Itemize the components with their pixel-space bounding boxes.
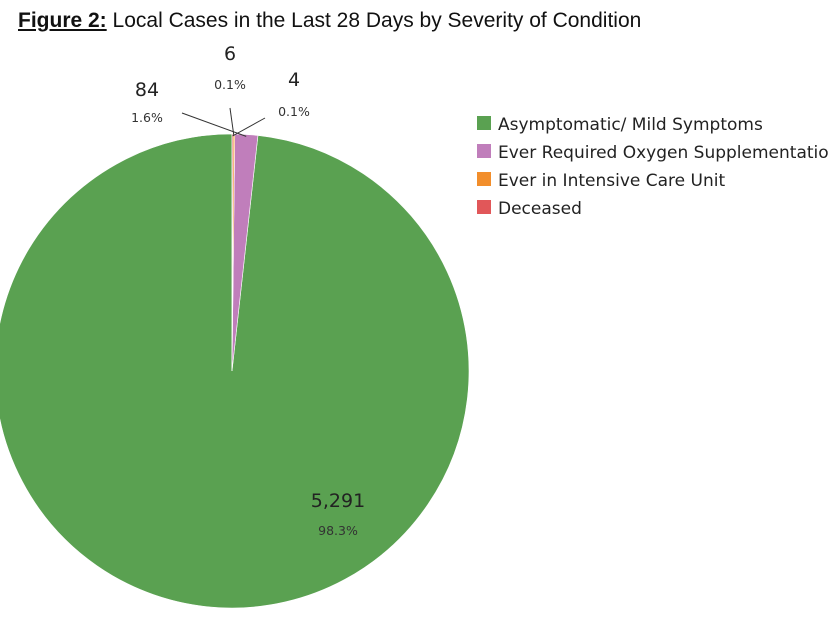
- leader-line-deceased: [232, 117, 266, 137]
- figure-title-text: Local Cases in the Last 28 Days by Sever…: [112, 9, 642, 32]
- pie-slices: [0, 133, 470, 609]
- legend-swatch-asymptomatic: [477, 116, 491, 130]
- data-label-value-asymptomatic: 5,291: [311, 490, 365, 512]
- data-label-percent-icu: 0.1%: [214, 77, 246, 92]
- leader-lines: [181, 107, 266, 137]
- legend-label-deceased: Deceased: [498, 199, 582, 219]
- pie-slice-asymptomatic: [0, 133, 470, 609]
- figure-title: Figure 2: Local Cases in the Last 28 Day…: [18, 9, 641, 33]
- data-label-value-deceased: 4: [288, 69, 300, 91]
- chart-legend: Asymptomatic/ Mild Symptoms Ever Require…: [477, 115, 830, 219]
- data-label-percent-deceased: 0.1%: [278, 104, 310, 119]
- pie-slice-deceased: [231, 133, 234, 372]
- data-label-percent-asymptomatic: 98.3%: [318, 523, 358, 538]
- legend-swatch-deceased: [477, 200, 491, 214]
- legend-label-asymptomatic: Asymptomatic/ Mild Symptoms: [498, 115, 763, 135]
- figure-label: Figure 2:: [18, 9, 107, 32]
- legend-label-oxygen: Ever Required Oxygen Supplementation: [498, 143, 830, 163]
- legend-swatch-oxygen: [477, 144, 491, 158]
- data-label-percent-oxygen: 1.6%: [131, 110, 163, 125]
- leader-line-oxygen: [181, 112, 247, 137]
- data-label-value-icu: 6: [224, 43, 236, 65]
- legend-swatch-icu: [477, 172, 491, 186]
- data-label-value-oxygen: 84: [135, 79, 159, 101]
- legend-label-icu: Ever in Intensive Care Unit: [498, 171, 725, 191]
- leader-line-icu: [229, 107, 235, 137]
